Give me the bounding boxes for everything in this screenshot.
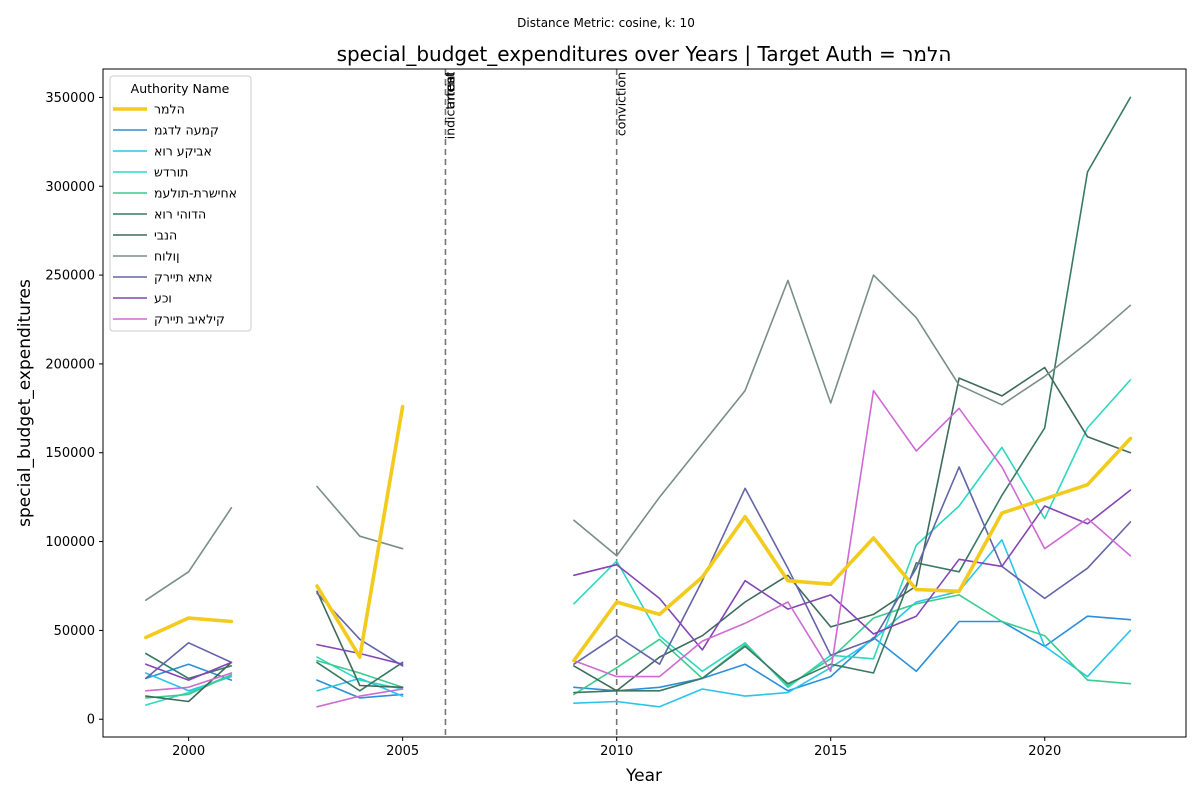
y-tick-label: 50000	[54, 624, 95, 639]
y-tick-label: 100000	[45, 535, 95, 550]
x-tick-label: 2020	[1028, 744, 1061, 759]
y-tick-label: 250000	[45, 269, 95, 284]
series-line-segment	[316, 688, 404, 708]
event-label: conviction	[614, 72, 629, 136]
series-line-segment	[573, 274, 1132, 557]
series-line-segment	[145, 506, 233, 602]
x-axis-ticks: 2000 2005 2010 2015 2020	[172, 737, 1061, 759]
series-line-segment	[573, 466, 1132, 666]
series-0	[144, 404, 1133, 663]
y-tick-label: 350000	[45, 91, 95, 106]
series-line-segment	[316, 590, 404, 689]
series-2	[145, 538, 1132, 708]
legend-label: הנבי	[154, 228, 177, 243]
series-line-segment	[145, 652, 233, 680]
series-1	[145, 615, 1132, 699]
legend-label: אחישרת-תולעמ	[154, 186, 237, 201]
series-6	[145, 366, 1132, 703]
series-line-segment	[145, 661, 233, 681]
event-label: indictment	[442, 72, 457, 139]
x-axis-label: Year	[625, 766, 662, 786]
legend-label: קילאיב תיירק	[154, 312, 225, 327]
series-line-segment	[315, 404, 405, 659]
legend-title: Authority Name	[131, 81, 230, 96]
series-line-segment	[573, 366, 1132, 692]
chart-suptitle: Distance Metric: cosine, k: 10	[517, 16, 695, 30]
series-line-segment	[573, 379, 1132, 689]
series-3	[145, 379, 1132, 706]
x-tick-label: 2010	[600, 744, 633, 759]
x-tick-label: 2015	[814, 744, 847, 759]
event-label: arrest	[442, 72, 457, 109]
y-tick-label: 200000	[45, 357, 95, 372]
series-8	[145, 466, 1132, 680]
legend-label: קמעה לדגמ	[154, 123, 219, 138]
series-line-segment	[145, 661, 233, 703]
series-line-segment	[316, 661, 404, 692]
legend-label: אתא תיירק	[154, 270, 213, 285]
y-axis-ticks: 0 50000 100000 150000 200000 250000 300000 3500…	[45, 91, 103, 728]
y-tick-label: 300000	[45, 180, 95, 195]
y-tick-label: 150000	[45, 446, 95, 461]
series-line-segment	[316, 677, 404, 697]
series-line-segment	[145, 641, 233, 680]
series-line-segment	[573, 96, 1132, 694]
y-axis-label: special_budget_expenditures	[15, 279, 35, 527]
series-line-segment	[144, 616, 234, 640]
series-lines	[144, 96, 1133, 708]
legend-label: הדוהי רוא	[154, 207, 206, 222]
series-line-segment	[316, 485, 404, 550]
legend-box	[109, 75, 252, 332]
series-line-segment	[572, 436, 1133, 663]
chart-title: special_budget_expenditures over Years |…	[337, 42, 952, 66]
legend: Authority Name הלמר קמעה לדגמ אביקע רוא תור…	[109, 75, 252, 332]
series-line-segment	[145, 673, 233, 699]
legend-items: הלמר קמעה לדגמ אביקע רוא תורדש אחישרת-תולעמ ה…	[113, 102, 237, 327]
series-line-segment	[573, 538, 1132, 708]
series-7	[145, 274, 1132, 602]
y-tick-label: 0	[87, 713, 95, 728]
series-line-segment	[145, 672, 233, 692]
series-5	[145, 96, 1132, 694]
x-tick-label: 2005	[386, 744, 419, 759]
series-line-segment	[316, 659, 404, 689]
legend-label: הלמר	[154, 102, 185, 117]
event-label: trial	[442, 72, 457, 97]
series-line-segment	[573, 594, 1132, 696]
legend-label: וכע	[154, 291, 172, 306]
legend-label: אביקע רוא	[154, 144, 212, 159]
series-9	[145, 489, 1132, 681]
series-4	[145, 594, 1132, 699]
legend-label: ןולוח	[154, 249, 180, 264]
series-line-segment	[573, 389, 1132, 678]
series-10	[145, 389, 1132, 708]
plot-frame	[102, 68, 1187, 738]
x-tick-label: 2000	[172, 744, 205, 759]
legend-label: תורדש	[154, 165, 188, 180]
